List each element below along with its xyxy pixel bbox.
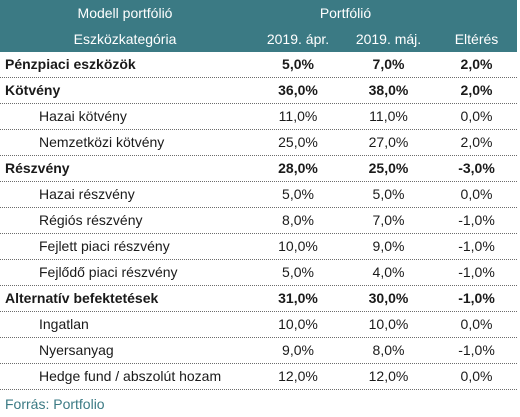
row-label: Kötvény (5, 82, 61, 98)
value-difference: 0,0% (460, 186, 493, 202)
value-april: 9,0% (282, 342, 314, 358)
value-may: 7,0% (372, 212, 405, 228)
subcategory-row: Ingatlan 10,0% 10,0% 0,0% (0, 312, 517, 338)
row-label: Fejlett piaci részvény (39, 238, 170, 254)
value-may: 8,0% (372, 342, 405, 358)
subcategory-row: Nemzetközi kötvény 25,0% 27,0% 2,0% (0, 130, 517, 156)
value-may: 7,0% (372, 56, 405, 72)
header-col-may: 2019. máj. (355, 31, 422, 47)
value-difference: 2,0% (460, 56, 493, 72)
category-row: Részvény 28,0% 25,0% -3,0% (0, 156, 517, 182)
value-difference: -1,0% (458, 238, 495, 254)
subcategory-row: Hazai kötvény 11,0% 11,0% 0,0% (0, 104, 517, 130)
value-difference: -1,0% (458, 212, 495, 228)
header-portfolio-group: Portfólió (319, 5, 372, 21)
subcategory-row: Fejlett piaci részvény 10,0% 9,0% -1,0% (0, 234, 517, 260)
row-label: Hazai részvény (39, 186, 135, 202)
value-difference: -1,0% (458, 264, 495, 280)
value-may: 5,0% (372, 186, 405, 202)
value-difference: 2,0% (460, 82, 493, 98)
value-difference: -1,0% (458, 342, 495, 358)
value-april: 5,0% (282, 264, 314, 280)
row-label: Ingatlan (39, 316, 89, 332)
value-april: 36,0% (278, 82, 318, 98)
value-may: 9,0% (372, 238, 405, 254)
value-may: 38,0% (368, 82, 409, 98)
source-note: Forrás: Portfolio (5, 396, 105, 412)
header-row-1: Modell portfólió Portfólió (0, 0, 517, 26)
value-may: 10,0% (368, 316, 409, 332)
subcategory-row: Hazai részvény 5,0% 5,0% 0,0% (0, 182, 517, 208)
value-may: 25,0% (368, 160, 409, 176)
header-model-portfolio: Modell portfólió (77, 5, 173, 21)
value-may: 30,0% (368, 290, 409, 306)
row-label: Nyersanyag (39, 342, 114, 358)
value-may: 27,0% (368, 134, 409, 150)
row-label: Pénzpiaci eszközök (5, 56, 136, 72)
table-body: Pénzpiaci eszközök 5,0% 7,0% 2,0% Kötvény 36,… (0, 52, 517, 390)
row-label: Részvény (5, 160, 70, 176)
value-may: 11,0% (369, 108, 408, 124)
subcategory-row: Nyersanyag 9,0% 8,0% -1,0% (0, 338, 517, 364)
row-label: Nemzetközi kötvény (39, 134, 165, 150)
subcategory-row: Fejlődő piaci részvény 5,0% 4,0% -1,0% (0, 260, 517, 286)
value-april: 31,0% (278, 290, 318, 306)
value-difference: 0,0% (460, 108, 493, 124)
value-april: 12,0% (278, 368, 318, 384)
value-april: 28,0% (278, 160, 318, 176)
portfolio-table: Modell portfólió Portfólió Eszközkategór… (0, 0, 517, 390)
value-difference: 2,0% (460, 134, 493, 150)
value-april: 5,0% (282, 56, 314, 72)
value-difference: 0,0% (460, 316, 493, 332)
value-april: 5,0% (282, 186, 314, 202)
row-label: Fejlődő piaci részvény (39, 264, 178, 280)
value-april: 10,0% (278, 316, 318, 332)
value-difference: -3,0% (458, 160, 495, 176)
row-label: Régiós részvény (39, 212, 143, 228)
subcategory-row: Régiós részvény 8,0% 7,0% -1,0% (0, 208, 517, 234)
header-asset-category: Eszközkategória (73, 31, 177, 47)
value-april: 8,0% (282, 212, 314, 228)
value-difference: 0,0% (460, 368, 493, 384)
subcategory-row: Hedge fund / abszolút hozam 12,0% 12,0% 0,0… (0, 364, 517, 390)
row-label: Hazai kötvény (39, 108, 127, 124)
header-col-difference: Eltérés (454, 31, 499, 47)
row-label: Alternatív befektetések (5, 290, 159, 306)
row-label: Hedge fund / abszolút hozam (39, 368, 222, 384)
value-may: 4,0% (372, 264, 405, 280)
category-row: Kötvény 36,0% 38,0% 2,0% (0, 78, 517, 104)
category-row: Alternatív befektetések 31,0% 30,0% -1,0% (0, 286, 517, 312)
header-col-april: 2019. ápr. (266, 31, 330, 47)
value-difference: -1,0% (458, 290, 495, 306)
value-april: 11,0% (278, 108, 318, 124)
value-april: 25,0% (278, 134, 318, 150)
category-row: Pénzpiaci eszközök 5,0% 7,0% 2,0% (0, 52, 517, 78)
value-april: 10,0% (278, 238, 318, 254)
header-row-2: Eszközkategória 2019. ápr. 2019. máj. El… (0, 26, 517, 52)
table-header: Modell portfólió Portfólió Eszközkategór… (0, 0, 517, 52)
value-may: 12,0% (368, 368, 409, 384)
